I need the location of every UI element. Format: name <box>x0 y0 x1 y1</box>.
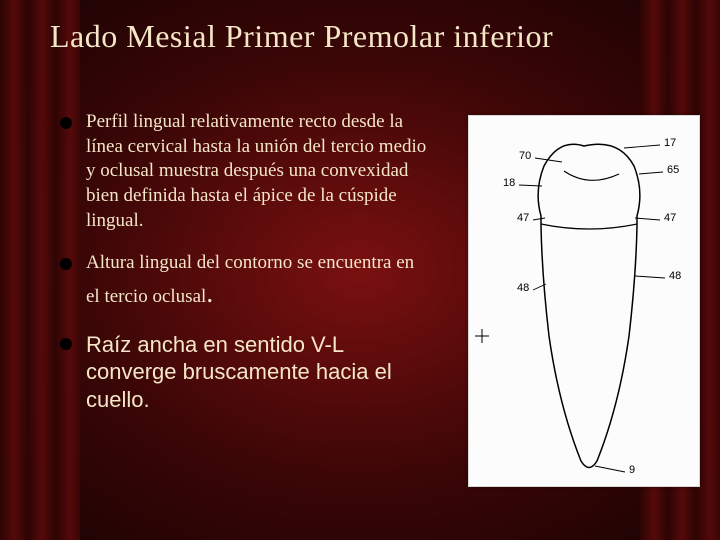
scale-tick <box>475 329 489 343</box>
bullet-period: . <box>206 278 213 309</box>
diagram-label: 70 <box>519 150 531 162</box>
diagram-label: 47 <box>664 212 676 224</box>
tooth-outline <box>538 144 640 467</box>
cervical-line <box>541 224 637 229</box>
diagram-label: 48 <box>517 282 529 294</box>
bullet-text: Raíz ancha en sentido V-L converge brusc… <box>86 332 392 412</box>
slide: Lado Mesial Primer Premolar inferior Per… <box>0 0 720 540</box>
diagram-label: 48 <box>669 270 681 282</box>
diagram-label: 47 <box>517 212 529 224</box>
tooth-diagram: 70 18 47 48 17 65 47 48 9 <box>468 115 700 487</box>
diagram-label: 65 <box>667 164 679 176</box>
slide-title: Lado Mesial Primer Premolar inferior <box>50 18 690 55</box>
diagram-label: 18 <box>503 177 515 189</box>
diagram-label: 17 <box>664 137 676 149</box>
diagram-label: 9 <box>629 464 635 476</box>
tooth-svg <box>469 116 699 486</box>
bullet-item: Altura lingual del contorno se encuentra… <box>60 251 430 312</box>
bullet-item: Raíz ancha en sentido V-L converge brusc… <box>60 331 430 414</box>
tooth-groove <box>564 171 619 180</box>
bullet-text: Perfil lingual relativamente recto desde… <box>86 111 426 231</box>
leader-lines <box>519 145 665 472</box>
bullet-text: Altura lingual del contorno se encuentra… <box>86 252 414 307</box>
bullet-item: Perfil lingual relativamente recto desde… <box>60 110 430 233</box>
bullet-list: Perfil lingual relativamente recto desde… <box>60 110 430 431</box>
